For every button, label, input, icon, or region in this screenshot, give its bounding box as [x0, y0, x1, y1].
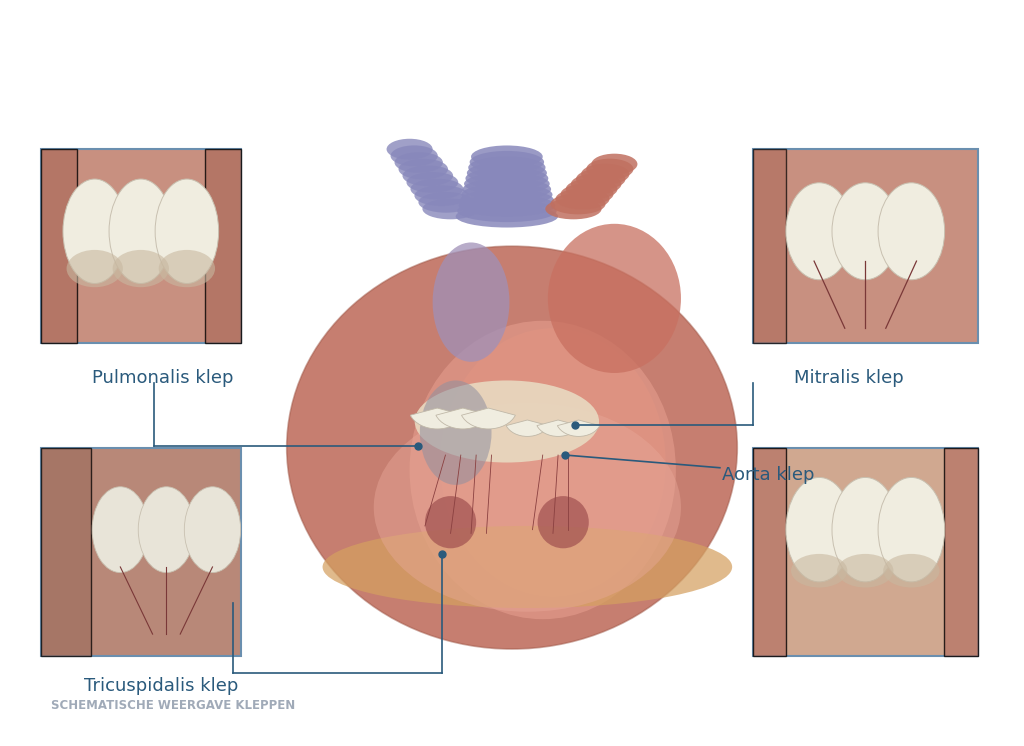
FancyBboxPatch shape	[753, 448, 978, 656]
Text: Aorta klep: Aorta klep	[722, 466, 814, 484]
Ellipse shape	[463, 178, 551, 201]
Ellipse shape	[398, 159, 449, 180]
Ellipse shape	[831, 183, 899, 280]
FancyBboxPatch shape	[753, 149, 978, 343]
Ellipse shape	[466, 167, 548, 189]
Ellipse shape	[440, 328, 666, 597]
Text: Tricuspidalis klep: Tricuspidalis klep	[84, 677, 239, 695]
Ellipse shape	[459, 194, 555, 216]
Ellipse shape	[548, 224, 681, 373]
Ellipse shape	[433, 242, 510, 362]
Wedge shape	[506, 420, 549, 436]
Ellipse shape	[878, 183, 944, 280]
Ellipse shape	[155, 179, 219, 283]
Text: Mitralis klep: Mitralis klep	[794, 369, 903, 387]
Ellipse shape	[402, 166, 453, 186]
FancyBboxPatch shape	[41, 149, 241, 343]
Ellipse shape	[470, 151, 544, 173]
Ellipse shape	[425, 496, 476, 548]
Ellipse shape	[786, 477, 852, 582]
Ellipse shape	[561, 184, 613, 204]
Ellipse shape	[110, 179, 172, 283]
Ellipse shape	[457, 200, 557, 222]
Ellipse shape	[456, 205, 558, 228]
Text: Pulmonalis klep: Pulmonalis klep	[92, 369, 233, 387]
Ellipse shape	[791, 554, 847, 588]
Ellipse shape	[878, 477, 944, 582]
FancyBboxPatch shape	[753, 448, 786, 656]
Ellipse shape	[422, 198, 479, 219]
Ellipse shape	[467, 162, 547, 184]
Ellipse shape	[419, 192, 473, 213]
Ellipse shape	[323, 526, 732, 608]
Ellipse shape	[582, 163, 630, 184]
Ellipse shape	[415, 380, 599, 463]
FancyBboxPatch shape	[41, 149, 77, 343]
Ellipse shape	[551, 193, 605, 214]
Ellipse shape	[831, 477, 899, 582]
Ellipse shape	[159, 250, 215, 287]
Ellipse shape	[471, 145, 543, 168]
Ellipse shape	[390, 145, 438, 166]
Ellipse shape	[571, 174, 622, 195]
Text: SCHEMATISCHE WEERGAVE KLEPPEN: SCHEMATISCHE WEERGAVE KLEPPEN	[51, 700, 296, 712]
Wedge shape	[557, 420, 600, 436]
Ellipse shape	[387, 139, 433, 160]
Ellipse shape	[184, 486, 241, 573]
Wedge shape	[411, 408, 464, 429]
Ellipse shape	[287, 246, 737, 649]
Ellipse shape	[63, 179, 127, 283]
Ellipse shape	[575, 169, 626, 189]
Ellipse shape	[374, 403, 681, 612]
Wedge shape	[436, 408, 489, 429]
Ellipse shape	[837, 554, 893, 588]
Wedge shape	[537, 420, 580, 436]
Wedge shape	[462, 408, 515, 429]
Ellipse shape	[464, 172, 550, 195]
Ellipse shape	[394, 152, 442, 173]
FancyBboxPatch shape	[41, 448, 91, 656]
Ellipse shape	[410, 321, 676, 619]
Ellipse shape	[460, 189, 554, 211]
Ellipse shape	[407, 172, 459, 192]
FancyBboxPatch shape	[205, 149, 241, 343]
Ellipse shape	[411, 178, 463, 199]
Ellipse shape	[113, 250, 169, 287]
Ellipse shape	[592, 154, 637, 175]
Ellipse shape	[138, 486, 195, 573]
Ellipse shape	[415, 185, 469, 206]
Ellipse shape	[67, 250, 123, 287]
FancyBboxPatch shape	[41, 448, 241, 656]
Ellipse shape	[461, 184, 553, 206]
Ellipse shape	[92, 486, 148, 573]
Ellipse shape	[420, 380, 492, 485]
FancyBboxPatch shape	[753, 149, 786, 343]
Ellipse shape	[468, 157, 546, 179]
Ellipse shape	[566, 178, 617, 199]
FancyBboxPatch shape	[944, 448, 978, 656]
Ellipse shape	[883, 554, 940, 588]
Ellipse shape	[586, 159, 634, 180]
Ellipse shape	[786, 183, 852, 280]
Ellipse shape	[538, 496, 589, 548]
Ellipse shape	[546, 198, 602, 219]
Ellipse shape	[555, 189, 609, 210]
